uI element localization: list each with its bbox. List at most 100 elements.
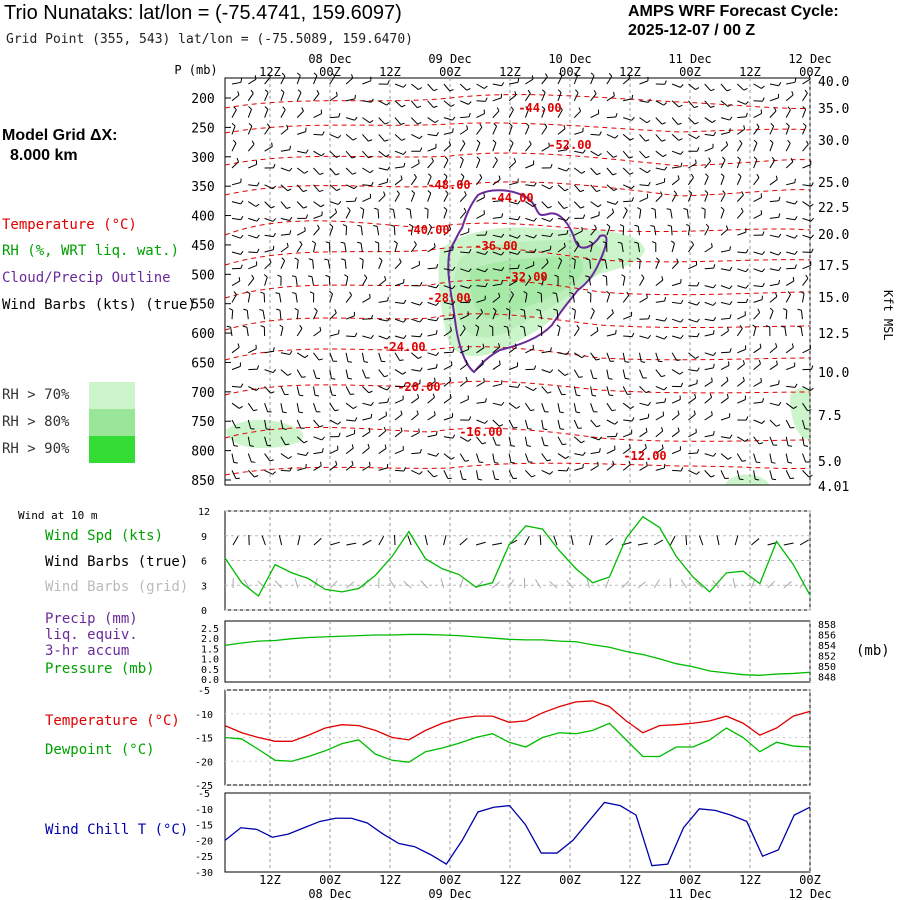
wind-barb	[280, 145, 292, 152]
wind-barb	[378, 411, 388, 421]
wind-barb	[443, 206, 448, 219]
wind-barb	[585, 258, 592, 269]
station-title: Trio Nunataks: lat/lon = (-75.4741, 159.…	[4, 2, 402, 24]
wind-barb	[325, 241, 331, 253]
temperature-contour	[224, 94, 811, 109]
wind-barb	[671, 318, 684, 323]
wind-barb	[606, 150, 618, 158]
wind-barb	[736, 173, 742, 186]
wind-barb	[243, 308, 249, 320]
wind-barb	[655, 398, 667, 404]
wind-barb	[655, 427, 664, 438]
wind-barb	[639, 413, 650, 421]
wind-barb	[737, 345, 747, 354]
wind-barb	[606, 200, 619, 205]
wind-barb	[231, 362, 241, 371]
wind-barb	[671, 134, 683, 141]
wind-barb	[688, 367, 700, 372]
wind-barb	[720, 83, 731, 92]
wind-barb	[378, 117, 389, 125]
wind-barb	[753, 308, 761, 320]
wind-barb	[785, 419, 795, 429]
wind-barb	[623, 197, 634, 203]
wind-barb	[410, 241, 417, 253]
wind-barb	[394, 134, 406, 141]
wind-barb	[231, 234, 244, 239]
temperature-contour-label: -44.00	[518, 101, 561, 115]
wind-barb	[248, 217, 260, 222]
wind-barb	[525, 344, 534, 354]
wind-barb	[720, 266, 733, 271]
wind-barb	[427, 317, 439, 322]
wind-barb	[606, 402, 616, 412]
wind-barb	[704, 131, 717, 137]
wind-barb	[571, 307, 576, 320]
wind-barb	[720, 301, 733, 306]
wind-barb	[378, 80, 390, 85]
surface-barb-grid	[783, 581, 792, 589]
wind-barb	[573, 201, 585, 209]
wind-barb	[389, 208, 396, 219]
wind-barb	[411, 332, 423, 338]
pressure-tick: 200	[191, 92, 214, 107]
surface-barb-true	[588, 535, 593, 546]
model-grid-value: 8.000 km	[10, 147, 78, 164]
wind-barb	[783, 308, 788, 320]
wind-barb	[541, 245, 552, 253]
rh-low-right	[790, 387, 810, 440]
wind-barb	[671, 100, 683, 108]
wind-barb	[231, 139, 237, 152]
wind-barb	[786, 234, 798, 239]
wind-barb	[688, 159, 697, 169]
cloud-precip-outline	[447, 189, 608, 374]
wind-barb	[606, 72, 613, 85]
height-tick: 30.0	[818, 134, 849, 149]
wind-barb	[524, 122, 530, 135]
wind-barb	[247, 402, 258, 412]
surface-barb-true	[261, 535, 266, 546]
wind-barb	[508, 453, 515, 464]
surface-barb-grid	[535, 579, 542, 589]
wind-barb	[785, 470, 795, 479]
wind-barb	[264, 217, 277, 222]
wind-y-tick: 9	[201, 532, 207, 543]
wind-barb	[411, 393, 420, 404]
wind-barb	[802, 106, 807, 118]
wind-barb	[785, 122, 790, 135]
wind-barb	[492, 343, 501, 354]
wind-barb	[704, 411, 713, 421]
wind-barb	[737, 395, 747, 404]
wind-barb	[424, 207, 429, 219]
wind-barb	[345, 444, 354, 455]
wind-barb	[557, 89, 562, 101]
wind-barb	[427, 393, 435, 404]
wind-barb	[459, 376, 468, 387]
wind-barb	[519, 325, 526, 337]
wind-barb	[280, 216, 293, 221]
wind-barb	[753, 295, 763, 303]
wind-barb	[737, 311, 746, 320]
wind-barb	[688, 147, 700, 152]
wind-barb	[492, 156, 498, 169]
wind-barb	[655, 178, 666, 186]
top-date-label: 11 Dec	[668, 52, 711, 66]
wind-barb	[802, 248, 814, 253]
wind-barb	[280, 467, 293, 472]
wind-barb	[520, 308, 526, 320]
wind-barb	[704, 83, 715, 92]
temperature-contour-label: -44.00	[490, 191, 533, 205]
wind-barb	[785, 106, 791, 118]
wind-barb	[459, 311, 469, 320]
wind-barb	[280, 106, 286, 118]
wind-barb	[248, 365, 260, 371]
wind-barb	[574, 127, 584, 135]
wind-barb	[606, 352, 615, 362]
wind-barb	[296, 167, 309, 174]
wind-barb	[639, 461, 648, 471]
wind-barb	[802, 274, 809, 286]
wind-barb	[704, 143, 714, 152]
wind-barb	[704, 377, 713, 387]
wind-barb	[554, 274, 559, 286]
wind-barb	[324, 258, 331, 269]
wind-barb	[622, 167, 634, 175]
